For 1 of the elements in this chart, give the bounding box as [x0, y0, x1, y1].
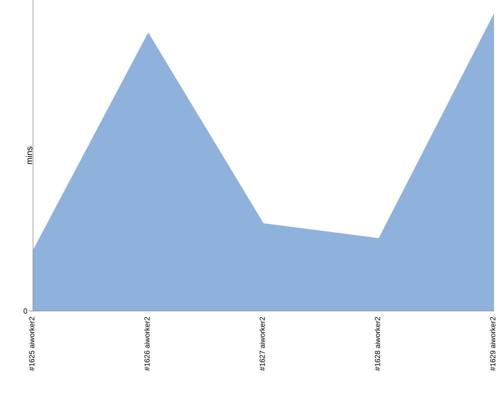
y-axis-title: mins [26, 146, 32, 164]
